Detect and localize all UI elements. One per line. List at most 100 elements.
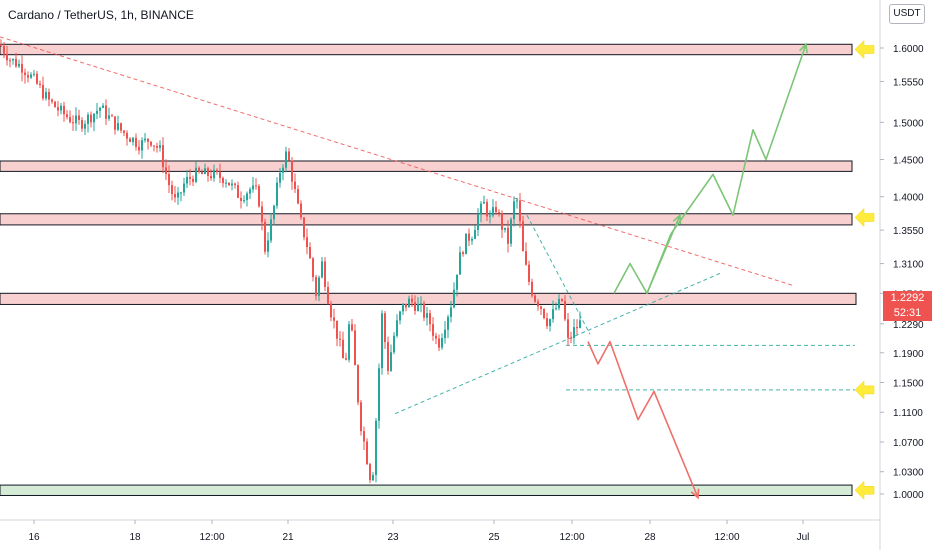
candle-down bbox=[363, 431, 365, 442]
candle-up bbox=[408, 298, 410, 308]
candle-up bbox=[117, 123, 119, 130]
candle-down bbox=[498, 212, 500, 214]
candle-up bbox=[573, 327, 575, 338]
candle-down bbox=[411, 298, 413, 303]
candle-down bbox=[564, 300, 566, 320]
time-tick-label: Jul bbox=[797, 532, 810, 543]
last-price-countdown: 52:31 bbox=[893, 307, 922, 319]
candle-up bbox=[480, 203, 482, 215]
candle-down bbox=[384, 313, 386, 343]
candle-down bbox=[495, 207, 497, 213]
candle-up bbox=[33, 73, 35, 75]
candle-up bbox=[243, 199, 245, 201]
candle-up bbox=[453, 289, 455, 308]
candle-down bbox=[219, 171, 221, 178]
time-tick-label: 18 bbox=[129, 532, 141, 543]
candle-up bbox=[375, 420, 377, 476]
candle-up bbox=[285, 151, 287, 168]
candle-up bbox=[12, 58, 14, 61]
candle-down bbox=[531, 281, 533, 296]
candle-up bbox=[465, 233, 467, 255]
bearish-projection bbox=[587, 340, 699, 499]
candle-up bbox=[372, 475, 374, 481]
candle-up bbox=[177, 192, 179, 198]
candle-up bbox=[45, 92, 47, 99]
trendline bbox=[526, 215, 591, 335]
candle-down bbox=[387, 342, 389, 371]
candle-down bbox=[261, 206, 263, 222]
price-tick-label: 1.1900 bbox=[893, 349, 924, 360]
candle-down bbox=[366, 441, 368, 465]
candle-down bbox=[234, 183, 236, 186]
candle-down bbox=[138, 146, 140, 151]
candle-down bbox=[519, 200, 521, 222]
candle-up bbox=[276, 182, 278, 206]
price-tick-label: 1.0000 bbox=[893, 490, 924, 501]
price-tick-label: 1.1100 bbox=[893, 408, 923, 419]
candle-down bbox=[468, 233, 470, 241]
candle-down bbox=[534, 295, 536, 302]
candle-down bbox=[201, 171, 203, 174]
price-tick-label: 1.0700 bbox=[893, 438, 924, 449]
candle-down bbox=[537, 301, 539, 307]
chart-title: Cardano / TetherUS, 1h, BINANCE bbox=[8, 8, 194, 22]
time-tick-label: 23 bbox=[387, 532, 399, 543]
candle-down bbox=[153, 145, 155, 147]
candle-down bbox=[336, 320, 338, 339]
candle-down bbox=[540, 306, 542, 309]
candle-up bbox=[390, 352, 392, 371]
candle-up bbox=[459, 252, 461, 275]
candle-down bbox=[501, 213, 503, 230]
candle-down bbox=[171, 185, 173, 195]
candle-down bbox=[168, 174, 170, 186]
candle-down bbox=[330, 303, 332, 318]
candle-up bbox=[195, 167, 197, 182]
time-tick-label: 12:00 bbox=[199, 532, 224, 543]
candle-up bbox=[270, 219, 272, 241]
candle-up bbox=[450, 307, 452, 317]
candle-up bbox=[186, 176, 188, 184]
resistance-zone bbox=[0, 160, 853, 172]
candle-up bbox=[402, 303, 404, 312]
candle-down bbox=[351, 324, 353, 331]
candle-down bbox=[435, 335, 437, 339]
candle-down bbox=[90, 114, 92, 123]
candle-up bbox=[267, 240, 269, 252]
candle-down bbox=[126, 132, 128, 139]
candle-down bbox=[114, 116, 116, 130]
candle-down bbox=[303, 217, 305, 238]
candle-up bbox=[246, 193, 248, 200]
candle-up bbox=[279, 172, 281, 183]
candle-up bbox=[393, 335, 395, 353]
candle-down bbox=[63, 105, 65, 115]
candle-up bbox=[477, 214, 479, 230]
trendline bbox=[0, 36, 793, 286]
candle-up bbox=[204, 168, 206, 174]
candle-down bbox=[165, 167, 167, 175]
candle-up bbox=[381, 313, 383, 369]
time-tick-label: 28 bbox=[644, 532, 656, 543]
candle-up bbox=[441, 338, 443, 348]
candle-down bbox=[24, 72, 26, 76]
arrow-marker-icon bbox=[854, 480, 875, 500]
time-tick-label: 25 bbox=[488, 532, 500, 543]
candle-up bbox=[447, 316, 449, 330]
candle-down bbox=[333, 317, 335, 321]
arrow-marker-icon bbox=[854, 39, 875, 60]
candle-down bbox=[315, 277, 317, 296]
bullish-projection-2-head bbox=[799, 42, 808, 54]
bearish-projection-head bbox=[690, 488, 700, 500]
candle-down bbox=[354, 330, 356, 366]
candle-down bbox=[129, 138, 131, 143]
candle-up bbox=[87, 114, 89, 124]
currency-button[interactable]: USDT bbox=[889, 4, 925, 24]
candle-up bbox=[378, 368, 380, 421]
price-tick-label: 1.3100 bbox=[893, 260, 924, 271]
candle-up bbox=[318, 277, 320, 296]
candlesticks bbox=[0, 39, 581, 484]
candle-down bbox=[576, 327, 578, 329]
last-price-tag: 1.2292 52:31 bbox=[883, 291, 932, 321]
candle-down bbox=[345, 358, 347, 360]
candle-down bbox=[486, 201, 488, 217]
